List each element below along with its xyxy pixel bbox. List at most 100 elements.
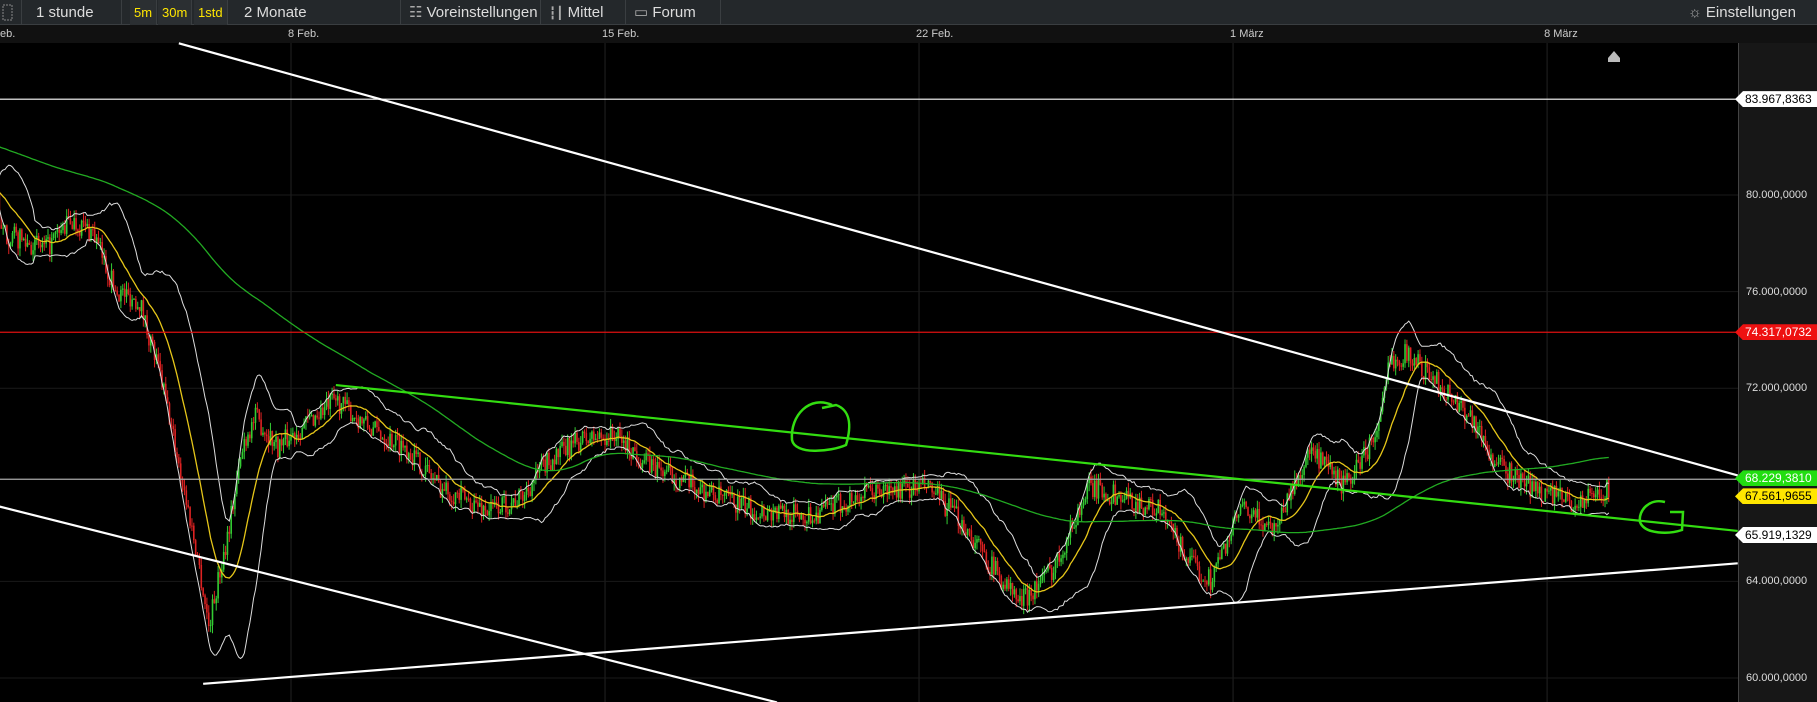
candle-body bbox=[1293, 478, 1296, 494]
candle-body bbox=[607, 440, 610, 442]
candle-body bbox=[744, 496, 747, 514]
candle-body bbox=[1529, 475, 1532, 498]
candle-body bbox=[243, 439, 246, 453]
candle-body bbox=[357, 418, 360, 429]
candle-body bbox=[1533, 481, 1535, 492]
candle-body bbox=[1250, 514, 1253, 519]
candle-body bbox=[970, 530, 973, 540]
candle-body bbox=[469, 498, 472, 511]
candle-body bbox=[13, 226, 16, 234]
candle-body bbox=[1189, 556, 1191, 563]
candle-body bbox=[527, 487, 530, 492]
candle-body bbox=[252, 422, 255, 424]
candle-body bbox=[994, 560, 997, 575]
range-select[interactable]: 2 Monate bbox=[232, 0, 401, 25]
candle-body bbox=[1136, 501, 1139, 514]
candle-body bbox=[138, 307, 141, 312]
candle-body bbox=[789, 519, 791, 524]
candle-body bbox=[1269, 521, 1272, 524]
candle-body bbox=[1140, 497, 1143, 509]
candle-body bbox=[1548, 490, 1550, 492]
candle-body bbox=[1174, 527, 1176, 533]
candle-body bbox=[118, 294, 120, 302]
candle-body bbox=[148, 334, 150, 346]
candle-body bbox=[1176, 527, 1178, 543]
candle-body bbox=[1151, 499, 1154, 515]
candle-body bbox=[108, 278, 111, 286]
candle-body bbox=[49, 237, 51, 255]
candle-body bbox=[77, 229, 79, 232]
candle-body bbox=[591, 431, 593, 439]
candle-body bbox=[637, 462, 640, 464]
candle-body bbox=[1467, 415, 1470, 417]
candle-body bbox=[892, 487, 894, 493]
candle-body bbox=[1564, 493, 1567, 502]
price-chart[interactable] bbox=[0, 0, 1738, 702]
indicators-button[interactable]: ┇┃ Mittel bbox=[541, 0, 626, 25]
interval-1std-button[interactable]: 1std bbox=[194, 0, 228, 25]
layout-icon[interactable] bbox=[0, 0, 22, 25]
candle-body bbox=[69, 218, 72, 225]
candle-body bbox=[409, 453, 412, 460]
candle-body bbox=[170, 424, 173, 427]
candle-body bbox=[1049, 564, 1051, 568]
candle-body bbox=[893, 486, 896, 493]
candle-body bbox=[447, 482, 449, 495]
candle-body bbox=[419, 452, 421, 474]
candle-body bbox=[1505, 465, 1507, 474]
candle-body bbox=[1213, 566, 1216, 582]
candle-body bbox=[1450, 393, 1453, 402]
candle-body bbox=[32, 250, 34, 255]
candle-body bbox=[1297, 474, 1300, 486]
candle-body bbox=[482, 505, 485, 516]
candle-body bbox=[553, 459, 556, 465]
candle-body bbox=[265, 434, 268, 437]
candle-body bbox=[144, 315, 147, 319]
candle-body bbox=[540, 459, 543, 465]
candle-body bbox=[101, 242, 104, 258]
interval-5m-button[interactable]: 5m bbox=[130, 0, 158, 25]
forum-button[interactable]: ▭ Forum bbox=[626, 0, 721, 25]
candle-body bbox=[331, 393, 333, 395]
candle-body bbox=[47, 237, 49, 239]
candle-body bbox=[501, 497, 504, 513]
candle-body bbox=[116, 290, 118, 295]
candle-body bbox=[1301, 474, 1304, 480]
candle-body bbox=[1146, 507, 1148, 510]
candle-body bbox=[570, 440, 573, 458]
price-axis[interactable] bbox=[1738, 43, 1817, 702]
candle-body bbox=[441, 489, 444, 498]
candle-body bbox=[267, 436, 270, 445]
candle-body bbox=[381, 438, 384, 440]
candle-body bbox=[877, 484, 879, 489]
candle-body bbox=[557, 448, 560, 458]
candle-body bbox=[445, 482, 447, 491]
candle-body bbox=[88, 223, 90, 240]
candle-body bbox=[538, 464, 541, 473]
candle-body bbox=[488, 511, 490, 516]
candle-body bbox=[121, 288, 124, 290]
interval-30m-button[interactable]: 30m bbox=[158, 0, 193, 25]
candle-body bbox=[52, 234, 55, 239]
candle-body bbox=[303, 422, 305, 428]
candle-body bbox=[914, 480, 917, 489]
candle-body bbox=[764, 516, 767, 521]
candle-body bbox=[1021, 595, 1023, 606]
candle-body bbox=[387, 444, 389, 446]
candle-body bbox=[1391, 355, 1393, 365]
candle-body bbox=[1235, 515, 1238, 518]
presets-button[interactable]: ☷ Voreinstellungen bbox=[401, 0, 541, 25]
candle-body bbox=[146, 315, 148, 335]
candle-body bbox=[1327, 459, 1330, 467]
candle-body bbox=[336, 396, 339, 401]
interval-select[interactable]: 1 stunde bbox=[22, 0, 122, 25]
candle-body bbox=[1574, 505, 1576, 510]
candle-body bbox=[1598, 489, 1601, 498]
candle-body bbox=[1419, 354, 1421, 362]
settings-button[interactable]: ☼ Einstellungen bbox=[1680, 0, 1804, 25]
candle-body bbox=[465, 498, 468, 500]
candle-body bbox=[1550, 487, 1552, 491]
candle-body bbox=[1518, 474, 1520, 489]
candle-body bbox=[1355, 459, 1358, 473]
candle-body bbox=[1570, 500, 1573, 512]
